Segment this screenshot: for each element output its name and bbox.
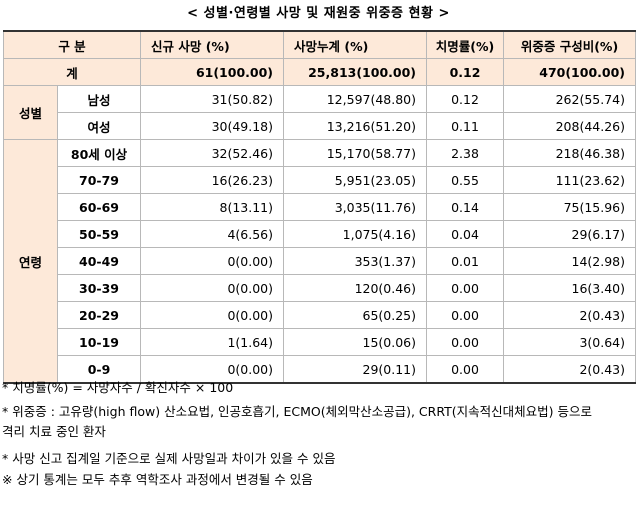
row-label: 40-49 xyxy=(56,247,142,275)
table-row: 60-69 8(13.11) 3,035(11.76) 0.14 75(15.96) xyxy=(4,193,637,221)
header-fatality-rate: 치명률(%) xyxy=(426,30,505,59)
footnote-line: * 사망 신고 집계일 기준으로 실제 사망일과 차이가 있을 수 있음 xyxy=(2,451,336,466)
cumulative-deaths-cell: 5,951(23.05) xyxy=(283,166,428,194)
critical-cell: 218(46.38) xyxy=(503,139,637,167)
new-deaths-cell: 0(0.00) xyxy=(140,247,285,275)
critical-cell: 14(2.98) xyxy=(503,247,637,275)
new-deaths-cell: 0(0.00) xyxy=(140,301,285,329)
total-cumulative-deaths: 25,813(100.00) xyxy=(283,58,428,86)
table-row: 30-39 0(0.00) 120(0.46) 0.00 16(3.40) xyxy=(4,274,637,302)
total-fatality-rate: 0.12 xyxy=(426,58,505,86)
fatality-rate-cell: 0.04 xyxy=(426,220,505,248)
footnote-line: ※ 상기 통계는 모두 추후 역학조사 과정에서 변경될 수 있음 xyxy=(2,472,313,487)
table-row: 50-59 4(6.56) 1,075(4.16) 0.04 29(6.17) xyxy=(4,220,637,248)
cumulative-deaths-cell: 12,597(48.80) xyxy=(283,85,428,113)
row-label: 20-29 xyxy=(56,301,142,329)
fatality-rate-cell: 0.00 xyxy=(426,355,505,384)
fatality-rate-cell: 0.00 xyxy=(426,328,505,356)
fatality-rate-cell: 0.00 xyxy=(426,274,505,302)
table-title: < 성별·연령별 사망 및 재원중 위중증 현황 > xyxy=(187,6,450,21)
table-row: 여성 30(49.18) 13,216(51.20) 0.11 208(44.26) xyxy=(4,112,637,140)
header-critical: 위중증 구성비(%) xyxy=(503,30,637,59)
cumulative-deaths-cell: 120(0.46) xyxy=(283,274,428,302)
cumulative-deaths-cell: 65(0.25) xyxy=(283,301,428,329)
cumulative-deaths-cell: 13,216(51.20) xyxy=(283,112,428,140)
cumulative-deaths-cell: 353(1.37) xyxy=(283,247,428,275)
table-row: 0-9 0(0.00) 29(0.11) 0.00 2(0.43) xyxy=(4,355,637,384)
new-deaths-cell: 0(0.00) xyxy=(140,274,285,302)
header-row: 구 분 신규 사망 (%) 사망누계 (%) 치명률(%) 위중증 구성비(%) xyxy=(2,30,637,59)
footnote-line: 격리 치료 중인 환자 xyxy=(2,424,106,439)
footnote-line: * 위중증 : 고유량(high flow) 산소요법, 인공호흡기, ECMO… xyxy=(2,404,592,419)
row-label: 0-9 xyxy=(56,355,142,384)
row-label: 30-39 xyxy=(56,274,142,302)
header-new-deaths: 신규 사망 (%) xyxy=(140,30,285,59)
critical-cell: 2(0.43) xyxy=(503,301,637,329)
cumulative-deaths-cell: 15(0.06) xyxy=(283,328,428,356)
cumulative-deaths-cell: 29(0.11) xyxy=(283,355,428,384)
age-group-label: 연령 xyxy=(3,139,58,384)
fatality-rate-cell: 0.12 xyxy=(426,85,505,113)
new-deaths-cell: 16(26.23) xyxy=(140,166,285,194)
stats-table: 구 분 신규 사망 (%) 사망누계 (%) 치명률(%) 위중증 구성비(%)… xyxy=(2,30,637,384)
fatality-rate-cell: 2.38 xyxy=(426,139,505,167)
cumulative-deaths-cell: 3,035(11.76) xyxy=(283,193,428,221)
table-row: 성별 남성 31(50.82) 12,597(48.80) 0.12 262(55.74) xyxy=(3,85,637,140)
critical-cell: 3(0.64) xyxy=(503,328,637,356)
row-label: 남성 xyxy=(56,85,142,113)
stats-table-body: 구 분 신규 사망 (%) 사망누계 (%) 치명률(%) 위중증 구성비(%)… xyxy=(2,30,637,384)
row-label: 60-69 xyxy=(56,193,142,221)
table-row: 20-29 0(0.00) 65(0.25) 0.00 2(0.43) xyxy=(4,301,637,329)
new-deaths-cell: 1(1.64) xyxy=(140,328,285,356)
critical-cell: 262(55.74) xyxy=(503,85,637,113)
new-deaths-cell: 30(49.18) xyxy=(140,112,285,140)
fatality-rate-cell: 0.14 xyxy=(426,193,505,221)
row-label: 80세 이상 xyxy=(56,139,142,167)
row-label: 여성 xyxy=(56,112,142,140)
table-row: 10-19 1(1.64) 15(0.06) 0.00 3(0.64) xyxy=(4,328,637,356)
row-label: 50-59 xyxy=(56,220,142,248)
table-row: 70-79 16(26.23) 5,951(23.05) 0.55 111(23.62) xyxy=(4,166,637,194)
fatality-rate-cell: 0.55 xyxy=(426,166,505,194)
new-deaths-cell: 32(52.46) xyxy=(140,139,285,167)
footnote-line: * 치명률(%) = 사망자수 / 확진자수 × 100 xyxy=(2,380,234,395)
row-label: 70-79 xyxy=(56,166,142,194)
header-cumulative-deaths: 사망누계 (%) xyxy=(283,30,428,59)
cumulative-deaths-cell: 1,075(4.16) xyxy=(283,220,428,248)
header-category: 구 분 xyxy=(2,30,142,59)
critical-cell: 2(0.43) xyxy=(503,355,637,384)
new-deaths-cell: 8(13.11) xyxy=(140,193,285,221)
fatality-rate-cell: 0.01 xyxy=(426,247,505,275)
total-critical: 470(100.00) xyxy=(503,58,637,86)
fatality-rate-cell: 0.00 xyxy=(426,301,505,329)
critical-cell: 16(3.40) xyxy=(503,274,637,302)
fatality-rate-cell: 0.11 xyxy=(426,112,505,140)
new-deaths-cell: 0(0.00) xyxy=(140,355,285,384)
row-label: 10-19 xyxy=(56,328,142,356)
critical-cell: 75(15.96) xyxy=(503,193,637,221)
table-row: 40-49 0(0.00) 353(1.37) 0.01 14(2.98) xyxy=(4,247,637,275)
total-label: 계 xyxy=(2,58,142,86)
new-deaths-cell: 31(50.82) xyxy=(140,85,285,113)
table-row: 연령 80세 이상 32(52.46) 15,170(58.77) 2.38 218(46… xyxy=(3,139,637,384)
cumulative-deaths-cell: 15,170(58.77) xyxy=(283,139,428,167)
total-row: 계 61(100.00) 25,813(100.00) 0.12 470(100… xyxy=(2,58,637,86)
critical-cell: 111(23.62) xyxy=(503,166,637,194)
sex-group-label: 성별 xyxy=(3,85,58,140)
total-new-deaths: 61(100.00) xyxy=(140,58,285,86)
new-deaths-cell: 4(6.56) xyxy=(140,220,285,248)
critical-cell: 29(6.17) xyxy=(503,220,637,248)
critical-cell: 208(44.26) xyxy=(503,112,637,140)
